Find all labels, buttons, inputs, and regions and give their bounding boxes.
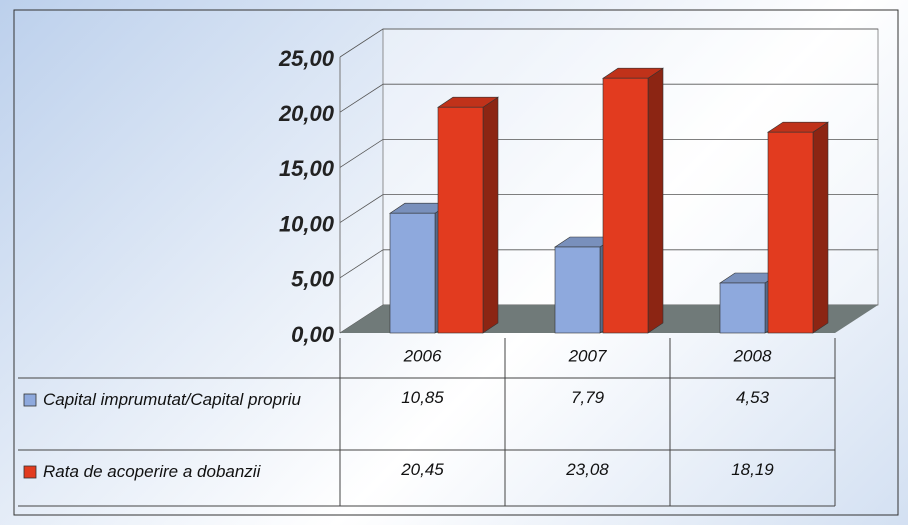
y-tick-label: 5,00: [291, 267, 335, 292]
bar-side: [482, 96, 499, 334]
grid-line-side: [339, 28, 384, 58]
data-label: 7,79: [570, 388, 605, 407]
bar-side: [647, 67, 664, 334]
bar: [389, 212, 436, 334]
bar: [437, 106, 484, 334]
data-label: 10,85: [401, 388, 444, 407]
legend-swatch: [23, 465, 37, 479]
grid-line-side: [339, 194, 384, 223]
bar: [602, 77, 649, 334]
y-tick-label: 0,00: [291, 322, 335, 347]
x-tick-label: 2007: [568, 346, 607, 365]
legend-label: Capital imprumutat/Capital propriu: [43, 390, 301, 409]
y-tick-label: 15,00: [279, 156, 335, 181]
legend-swatch: [23, 393, 37, 407]
data-label: 20,45: [401, 460, 444, 479]
data-label: 23,08: [566, 460, 609, 479]
y-tick-label: 10,00: [279, 211, 335, 236]
bar-side: [812, 121, 829, 334]
y-tick-label: 20,00: [278, 101, 335, 126]
x-tick-label: 2006: [403, 346, 442, 365]
data-label: 18,19: [731, 460, 774, 479]
grid-line-side: [339, 249, 384, 279]
data-label: 4,53: [735, 388, 770, 407]
bar: [554, 246, 601, 334]
bar: [719, 282, 766, 334]
bar: [767, 131, 814, 334]
x-tick-label: 2008: [733, 346, 772, 365]
frame: [13, 9, 899, 516]
grid-line-side: [339, 83, 384, 113]
legend-label: Rata de acoperire a dobanzii: [43, 462, 261, 481]
grid-line-side: [339, 139, 384, 168]
y-tick-label: 25,00: [278, 46, 335, 71]
